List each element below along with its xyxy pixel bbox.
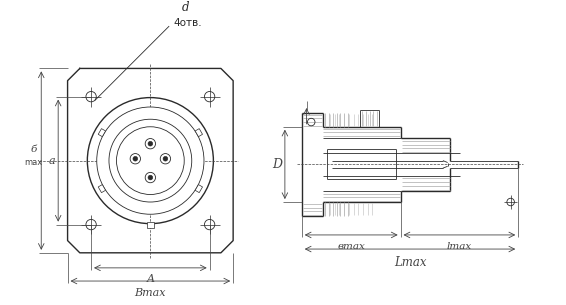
Circle shape xyxy=(97,107,204,214)
Text: d: d xyxy=(182,1,189,14)
Circle shape xyxy=(204,92,215,102)
Text: lmax: lmax xyxy=(447,242,472,250)
Circle shape xyxy=(86,219,96,230)
Circle shape xyxy=(148,175,153,180)
Polygon shape xyxy=(195,129,203,137)
Circle shape xyxy=(160,154,170,164)
Polygon shape xyxy=(98,185,106,193)
Circle shape xyxy=(145,138,156,149)
Text: max: max xyxy=(24,158,43,167)
Polygon shape xyxy=(195,185,203,193)
Text: 4отв.: 4отв. xyxy=(174,18,202,28)
Text: б: б xyxy=(31,145,37,154)
Circle shape xyxy=(163,156,168,161)
Text: Bmax: Bmax xyxy=(135,288,166,298)
Circle shape xyxy=(86,92,96,102)
Circle shape xyxy=(109,119,192,202)
Text: вmax: вmax xyxy=(337,242,365,250)
Circle shape xyxy=(145,172,156,183)
Text: A: A xyxy=(147,274,155,285)
Circle shape xyxy=(130,154,140,164)
Circle shape xyxy=(87,98,213,224)
Polygon shape xyxy=(98,129,106,137)
Circle shape xyxy=(117,127,184,195)
Circle shape xyxy=(133,156,138,161)
Circle shape xyxy=(148,141,153,146)
Circle shape xyxy=(204,219,215,230)
Text: Lmax: Lmax xyxy=(394,256,426,269)
Text: a: a xyxy=(48,156,55,166)
Bar xyxy=(147,222,154,228)
Text: D: D xyxy=(272,158,282,171)
